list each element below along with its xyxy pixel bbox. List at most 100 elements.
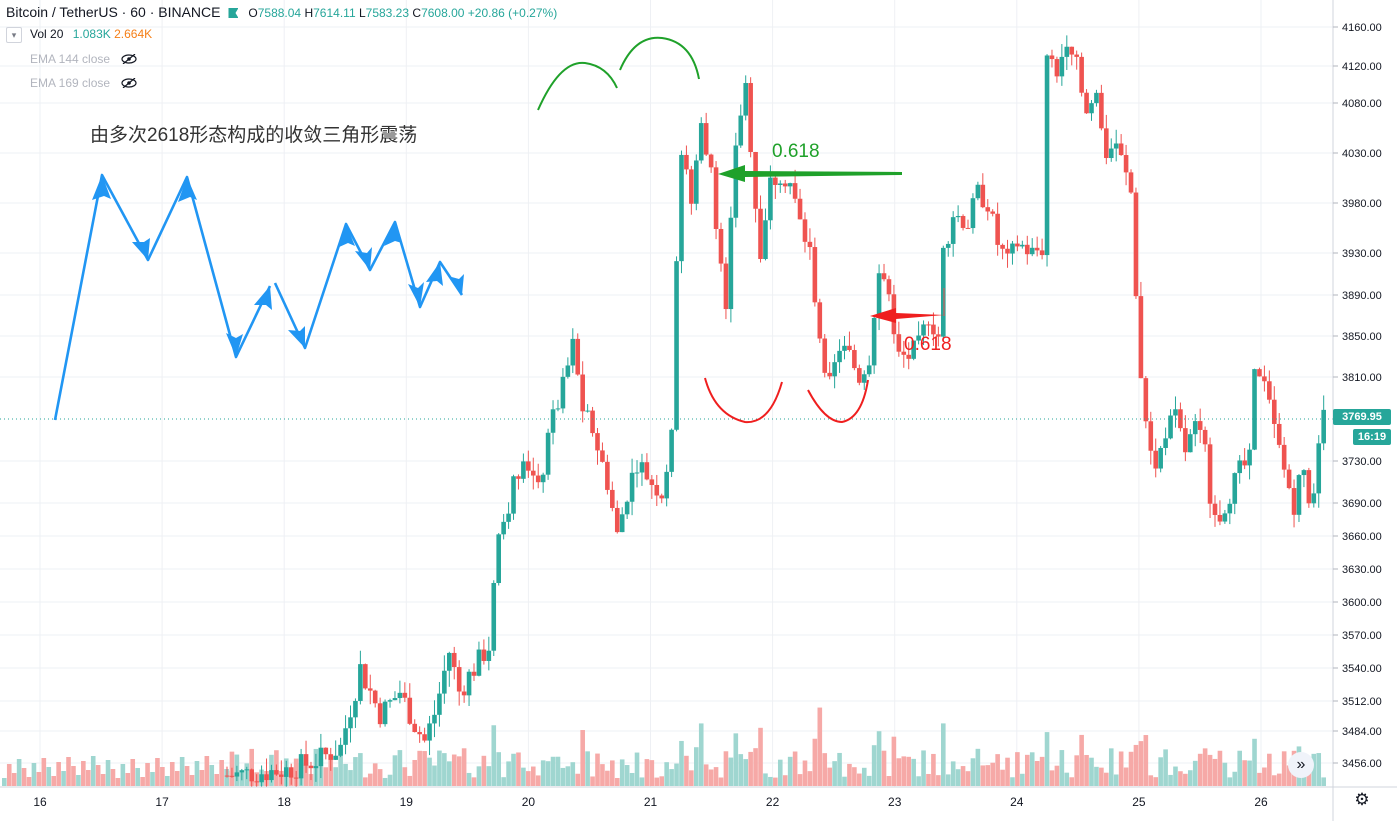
eye-off-icon[interactable] [121, 78, 137, 88]
eye-off-icon[interactable] [121, 54, 137, 64]
volume-bar [797, 774, 803, 786]
green-fib-arrow[interactable] [718, 165, 902, 182]
candle [911, 340, 916, 361]
volume-bar [1084, 754, 1089, 786]
volume-bar [590, 776, 595, 786]
candle [1064, 35, 1070, 70]
candle [1242, 448, 1247, 470]
volume-bar [945, 774, 951, 786]
time-axis[interactable]: 16 17 18 19 20 21 22 23 24 25 26 [0, 786, 1397, 821]
candle [1059, 44, 1065, 86]
volume-bar [1089, 757, 1094, 786]
volume-bar [614, 777, 620, 786]
candle [644, 453, 650, 481]
volume-bar [738, 754, 744, 786]
drawing-layer[interactable] [53, 36, 945, 424]
volume-bar [1207, 754, 1213, 786]
candle [733, 132, 739, 228]
symbol-title[interactable]: Bitcoin / TetherUS · 60 · BINANCE [6, 4, 221, 20]
price-axis[interactable]: 4160.00 4120.00 4080.00 4030.00 3980.00 3930.… [1332, 0, 1397, 787]
candle [698, 117, 704, 164]
candle [402, 682, 408, 703]
red-bottom-arc-left[interactable] [704, 377, 783, 424]
volume-bar [41, 758, 47, 786]
red-fib-arrow[interactable] [870, 308, 944, 323]
price-tick-label: 3540.00 [1342, 663, 1382, 675]
candle [570, 328, 576, 374]
green-top-arc-right[interactable] [619, 36, 700, 80]
volume-bar [827, 767, 832, 786]
volume-bar [555, 756, 561, 786]
volume-bar [194, 761, 200, 786]
volume-bar [1276, 773, 1282, 786]
candle [392, 691, 398, 701]
double-chevron-right-icon[interactable]: » [1288, 752, 1314, 778]
red-bottom-arc-right[interactable] [807, 379, 869, 424]
volume-bar [214, 774, 220, 786]
volume-bar [1020, 773, 1025, 786]
candle [540, 472, 546, 493]
indicator-vol[interactable]: ▾ Vol 20 1.083K 2.664K [6, 27, 152, 43]
candle [659, 493, 665, 504]
volume-bar [1252, 738, 1257, 786]
indicator-ema169[interactable]: EMA 169 close [30, 76, 137, 90]
price-tick-label: 3690.00 [1342, 498, 1382, 510]
volume-bar [664, 762, 669, 786]
price-tick-label: 3484.00 [1342, 726, 1382, 738]
volume-bar [1138, 741, 1144, 786]
candle [1010, 240, 1015, 265]
candle [782, 179, 788, 194]
volume-bar [684, 755, 689, 786]
candle [970, 193, 976, 234]
volume-bar [219, 760, 224, 786]
candle [506, 502, 511, 529]
candle [367, 674, 373, 705]
blue-zigzag-drawing[interactable] [53, 173, 464, 421]
volume-bar [333, 767, 338, 786]
candle [945, 241, 951, 257]
volume-bar [397, 750, 403, 786]
volume-bar [1000, 769, 1005, 786]
indicator-ema144[interactable]: EMA 144 close [30, 52, 137, 66]
candle [1024, 235, 1030, 265]
volume-bar [822, 753, 828, 786]
price-candles [0, 35, 1333, 798]
volume-bar [545, 761, 551, 786]
volume-bar [135, 768, 140, 786]
volume-bar [605, 770, 610, 786]
time-tick-label: 24 [1010, 795, 1024, 809]
candle [694, 154, 699, 211]
volume-bar [758, 727, 763, 786]
green-top-arc-left[interactable] [537, 61, 618, 111]
candle [1202, 426, 1208, 452]
price-tick-label: 3810.00 [1342, 372, 1382, 384]
volume-bar [1183, 773, 1188, 786]
volume-bar [179, 757, 185, 786]
candle [1183, 415, 1188, 462]
candle [827, 361, 832, 380]
volume-bar [812, 738, 818, 786]
flag-icon[interactable] [228, 8, 239, 18]
red-fib-label[interactable]: 0.618 [904, 334, 952, 355]
volume-bar [506, 761, 511, 786]
green-fib-label[interactable]: 0.618 [772, 141, 820, 162]
volume-bar [832, 761, 837, 786]
candle [614, 500, 620, 534]
candle [624, 500, 630, 520]
candle [545, 428, 551, 480]
volume-bar [1158, 757, 1163, 786]
volume-bar [16, 759, 22, 786]
volume-bar [654, 777, 660, 786]
candle [921, 320, 926, 346]
candle [1074, 50, 1079, 70]
triangle-annotation-text[interactable]: 由多次2618形态构成的收敛三角形震荡 [90, 125, 418, 146]
volume-bar [659, 776, 665, 786]
price-tick-label: 3512.00 [1342, 696, 1382, 708]
candle [1237, 455, 1242, 484]
gear-icon[interactable]: ⚙ [1354, 790, 1370, 809]
candle [466, 669, 472, 707]
chevron-down-icon[interactable]: ▾ [6, 27, 22, 43]
candle [471, 663, 477, 681]
candle [674, 256, 679, 432]
